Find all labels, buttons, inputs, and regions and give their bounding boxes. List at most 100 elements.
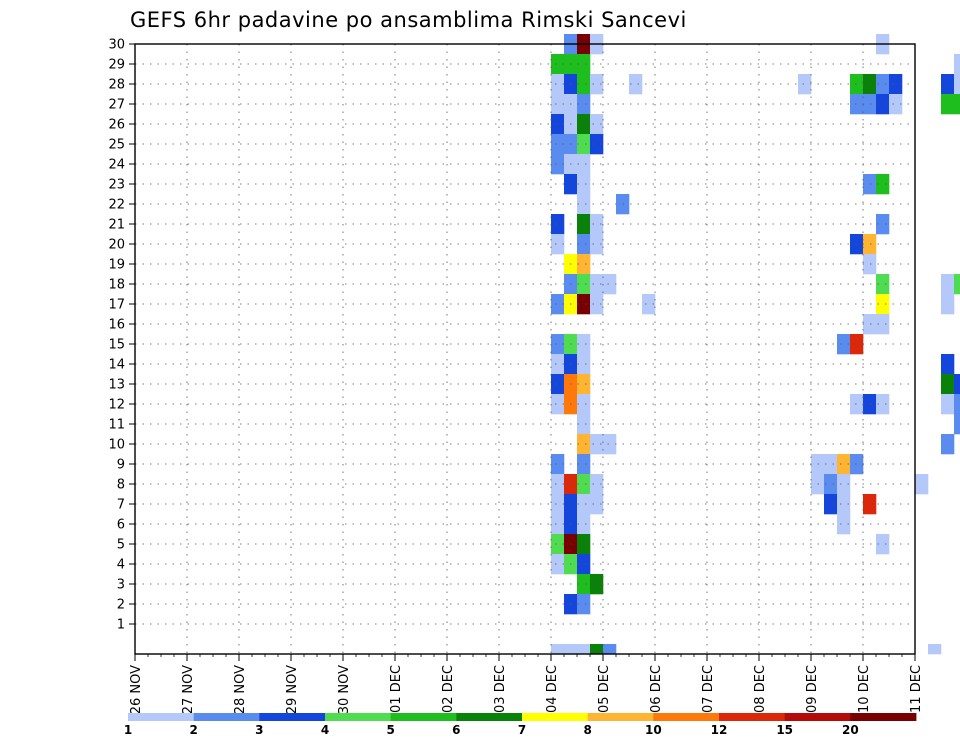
colorbar-label: 15 bbox=[776, 723, 793, 737]
heatmap-cell bbox=[941, 374, 955, 395]
heatmap-cell bbox=[863, 494, 877, 515]
heatmap-cell bbox=[850, 94, 864, 115]
heatmap-cell bbox=[876, 274, 890, 295]
heatmap-cell bbox=[863, 94, 877, 115]
heatmap-cell bbox=[863, 74, 877, 95]
heatmap-cell bbox=[837, 474, 851, 495]
x-axis: 26 NOV 27 NOV 28 NOV 29 NOV 30 NOV 01 DEC 02 D… bbox=[129, 654, 924, 714]
x-tick-label: 08 DEC bbox=[753, 665, 768, 713]
heatmap-cell bbox=[954, 54, 960, 75]
x-tick-label: 07 DEC bbox=[701, 665, 716, 713]
heatmap-cell bbox=[551, 74, 565, 95]
heatmap-cell bbox=[577, 94, 591, 115]
colorbar-label: 6 bbox=[452, 723, 460, 737]
plot-frame bbox=[134, 43, 916, 655]
colorbar-label: 4 bbox=[321, 723, 329, 737]
colorbar-swatch bbox=[259, 713, 326, 721]
y-tick-label: 19 bbox=[108, 258, 125, 273]
heatmap-cell bbox=[551, 354, 565, 375]
heatmap-cell bbox=[876, 94, 890, 115]
heatmap-cell bbox=[577, 374, 591, 395]
colorbar-swatch bbox=[193, 713, 260, 721]
heatmap-cell bbox=[577, 534, 591, 555]
heatmap-cell bbox=[954, 94, 960, 115]
heatmap-cell bbox=[876, 534, 890, 555]
heatmap-cell bbox=[876, 174, 890, 195]
heatmap-cell bbox=[590, 74, 604, 95]
heatmap-cell bbox=[577, 254, 591, 275]
heatmap-cell bbox=[551, 154, 565, 175]
heatmap-cell bbox=[876, 314, 890, 335]
y-tick-label: 5 bbox=[117, 538, 125, 553]
heatmap-cell bbox=[850, 234, 864, 255]
heatmap-cell bbox=[941, 274, 955, 295]
grid-layer bbox=[135, 43, 915, 654]
y-tick-label: 10 bbox=[108, 438, 125, 453]
heatmap-cell bbox=[603, 274, 617, 295]
y-tick-label: 7 bbox=[117, 498, 125, 513]
y-tick-label: 6 bbox=[117, 518, 125, 533]
heatmap-cell bbox=[577, 494, 591, 515]
y-tick-label: 17 bbox=[108, 298, 125, 313]
x-tick-label: 01 DEC bbox=[389, 665, 404, 713]
heatmap-cell bbox=[941, 394, 955, 415]
colorbar-label: 5 bbox=[386, 723, 394, 737]
heatmap-cell bbox=[941, 434, 955, 455]
heatmap-cell bbox=[590, 434, 604, 455]
heatmap-cell bbox=[876, 394, 890, 415]
heatmap-cell bbox=[876, 294, 890, 315]
heatmap-cell bbox=[577, 294, 591, 315]
y-tick-label: 4 bbox=[117, 558, 125, 573]
heatmap-cell bbox=[863, 314, 877, 335]
heatmap-cell bbox=[629, 74, 643, 95]
heatmap-cell bbox=[564, 644, 578, 655]
y-tick-label: 11 bbox=[108, 418, 125, 433]
heatmap-cell bbox=[551, 474, 565, 495]
heatmap-cell bbox=[551, 114, 565, 135]
heatmap-cell bbox=[889, 94, 903, 115]
heatmap-cell bbox=[850, 454, 864, 475]
heatmap-cell bbox=[876, 74, 890, 95]
heatmap-cell bbox=[850, 334, 864, 355]
heatmap-cell bbox=[642, 294, 656, 315]
heatmap-cell bbox=[863, 254, 877, 275]
x-tick-label: 10 DEC bbox=[857, 665, 872, 713]
heatmap-cell bbox=[863, 394, 877, 415]
heatmap-cell bbox=[551, 234, 565, 255]
x-tick-label: 28 NOV bbox=[233, 665, 248, 714]
x-tick-label: 30 NOV bbox=[337, 665, 352, 714]
colorbar-label: 3 bbox=[255, 723, 263, 737]
colorbar-legend: 1 2 3 4 5 6 7 8 10 12 15 20 bbox=[124, 713, 917, 737]
colorbar-swatch bbox=[128, 713, 195, 721]
heatmap-cell bbox=[551, 514, 565, 535]
y-tick-label: 18 bbox=[108, 278, 125, 293]
heatmap-cell bbox=[837, 454, 851, 475]
heatmap-cell bbox=[603, 644, 617, 655]
heatmap-cell bbox=[824, 454, 838, 475]
heatmap-cell bbox=[577, 114, 591, 135]
y-tick-label: 12 bbox=[108, 398, 125, 413]
heatmap-cell bbox=[577, 214, 591, 235]
y-tick-label: 26 bbox=[108, 118, 125, 133]
x-tick-label: 27 NOV bbox=[181, 665, 196, 714]
heatmap-cell bbox=[551, 554, 565, 575]
heatmap-cell bbox=[798, 74, 812, 95]
colorbar-label: 1 bbox=[124, 723, 132, 737]
heatmap-cell bbox=[577, 54, 591, 75]
heatmap-cell bbox=[954, 374, 960, 395]
heatmap-cell bbox=[551, 54, 565, 75]
y-tick-label: 2 bbox=[117, 598, 125, 613]
colorbar-swatch bbox=[325, 713, 392, 721]
heatmap-cell bbox=[590, 644, 604, 655]
colorbar-swatch bbox=[653, 713, 720, 721]
heatmap-cell bbox=[577, 274, 591, 295]
heatmap-cell bbox=[941, 74, 955, 95]
heatmap-cell bbox=[551, 454, 565, 475]
heatmap-cell bbox=[876, 214, 890, 235]
y-tick-label: 28 bbox=[108, 78, 125, 93]
heatmap-cell bbox=[577, 234, 591, 255]
heatmap-cell bbox=[577, 354, 591, 375]
colorbar-swatch bbox=[784, 713, 851, 721]
heatmap-cell bbox=[837, 514, 851, 535]
heatmap-cell bbox=[590, 234, 604, 255]
